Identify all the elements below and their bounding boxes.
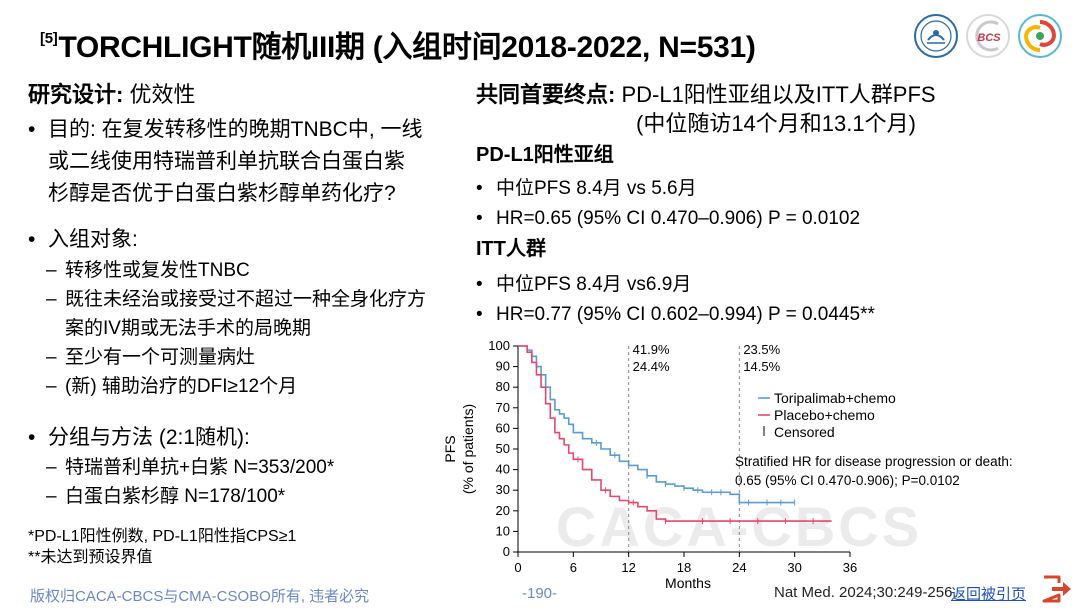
endpoint-followup: (中位随访14个月和13.1个月) [636, 111, 916, 136]
bcs-logo-text: BCS [977, 32, 1001, 44]
x-axis-label: Months [665, 575, 711, 591]
itt-list: 中位PFS 8.4月 vs6.9月 HR=0.77 (95% CI 0.602–… [476, 270, 875, 330]
enroll-item-continued: 案的IV期或无法手术的局晚期 [65, 318, 311, 339]
endpoint-value: PD-L1阳性亚组以及ITT人群PFS [615, 82, 936, 107]
enroll-heading: 入组对象: [28, 224, 138, 256]
landmark-label: 14.5% [743, 359, 780, 374]
design-heading: 研究设计: 优效性 [28, 77, 195, 109]
y-tick-label: 70 [496, 400, 510, 415]
endpoint-heading: 共同首要终点: PD-L1阳性亚组以及ITT人群PFS [476, 77, 936, 109]
y-tick-label: 0 [503, 544, 510, 559]
legend-label: Placebo+chemo [774, 407, 875, 423]
x-tick-label: 30 [787, 560, 801, 575]
group-list: 特瑞普利单抗+白紫 N=353/200* 白蛋白紫杉醇 N=178/100* [46, 453, 466, 511]
x-tick-label: 18 [677, 560, 691, 575]
itt-heading: ITT人群 [476, 238, 546, 260]
logo-group: BCS [914, 14, 1064, 58]
return-arrow-icon[interactable] [1040, 574, 1074, 604]
hr-annotation-line: Stratified HR for disease progression or… [735, 454, 1013, 469]
return-link[interactable]: 返回被引页 [951, 586, 1027, 603]
x-tick-label: 24 [732, 560, 746, 575]
placebo-chemo-curve [518, 345, 832, 522]
page-number: -190- [522, 585, 558, 602]
x-tick-label: 36 [843, 560, 857, 575]
page-title: [5]TORCHLIGHT随机III期 (入组时间2018-2022, N=53… [40, 22, 756, 66]
hr-annotation-line: 0.65 (95% CI 0.470-0.906); P=0.0102 [735, 473, 960, 488]
swirl-graphic [1023, 20, 1057, 52]
footnote-1: *PD-L1阳性例数, PD-L1阳性指CPS≥1 [28, 528, 297, 545]
y-tick-label: 90 [496, 359, 510, 374]
copyright-text: 版权归CACA-CBCS与CMA-CSOBO所有, 违者必究 [30, 588, 370, 605]
endpoint-label: 共同首要终点: [476, 82, 616, 107]
toripalimab-chemo-curve [518, 345, 795, 504]
km-chart: 0 10 20 30 40 50 60 70 80 90 100 0 6 12 18 24 30 36 Months… [442, 338, 1013, 591]
group-item: 特瑞普利单抗+白紫 N=353/200* [46, 453, 466, 482]
pdl1-item: HR=0.65 (95% CI 0.470–0.906) P = 0.0102 [476, 204, 860, 234]
source-citation: Nat Med. 2024;30:249-256. [774, 584, 957, 601]
y-tick-label: 40 [496, 462, 510, 477]
y-tick-label: 20 [496, 503, 510, 518]
footnotes: *PD-L1阳性例数, PD-L1阳性指CPS≥1 **未达到预设界值 [28, 526, 296, 568]
enroll-item: 既往未经治或接受过不超过一种全身化疗方 [46, 285, 466, 314]
reference-mark: [5] [40, 30, 58, 47]
landmark-label: 41.9% [633, 342, 670, 357]
pdl1-list: 中位PFS 8.4月 vs 5.6月 HR=0.65 (95% CI 0.470… [476, 174, 860, 234]
itt-item: HR=0.77 (95% CI 0.602–0.994) P = 0.0445*… [476, 300, 875, 330]
x-tick-label: 0 [514, 560, 521, 575]
pdl1-item: 中位PFS 8.4月 vs 5.6月 [476, 174, 860, 204]
page-title-text: TORCHLIGHT随机III期 (入组时间2018-2022, N=531) [58, 31, 756, 64]
enroll-item: (新) 辅助治疗的DFI≥12个月 [46, 372, 466, 401]
itt-item: 中位PFS 8.4月 vs6.9月 [476, 270, 875, 300]
bcs-logo: BCS [966, 14, 1010, 58]
landmark-label: 24.4% [633, 359, 670, 374]
y-tick-label: 30 [496, 482, 510, 497]
bcs-graphic: BCS [975, 20, 1001, 52]
return-arrow-graphic [1042, 575, 1071, 603]
chart-axes: 0 10 20 30 40 50 60 70 80 90 100 0 6 12 18 24 30 36 Months… [442, 338, 857, 591]
purpose-line-3: 杉醇是否优于白蛋白紫杉醇单药化疗? [48, 182, 396, 205]
design-value: 优效性 [123, 82, 196, 107]
y-tick-label: 50 [496, 441, 510, 456]
legend-label: Toripalimab+chemo [774, 390, 896, 406]
enroll-list: 转移性或复发性TNBC 既往未经治或接受过不超过一种全身化疗方 案的IV期或无法… [46, 256, 466, 401]
design-label: 研究设计: [28, 82, 124, 107]
group-heading: 分组与方法 (2:1随机): [28, 422, 250, 454]
group-item: 白蛋白紫杉醇 N=178/100* [46, 482, 466, 511]
purpose-line-2: 或二线使用特瑞普利单抗联合白蛋白紫 [48, 150, 405, 173]
chart-series [518, 345, 832, 525]
x-tick-label: 6 [570, 560, 577, 575]
pdl1-heading: PD-L1阳性亚组 [476, 144, 614, 166]
x-tick-label: 12 [621, 560, 635, 575]
chart-landmarks: 41.9% 24.4% 23.5% 14.5% [628, 342, 781, 552]
purpose-block: 目的: 在复发转移性的晚期TNBC中, 一线 或二线使用特瑞普利单抗联合白蛋白紫… [28, 114, 468, 210]
y-tick-label: 10 [496, 523, 510, 538]
enroll-item: 至少有一个可测量病灶 [46, 343, 466, 372]
swirl-logo [1018, 14, 1062, 58]
legend-censored-label: Censored [774, 424, 835, 440]
y-tick-label: 100 [488, 338, 510, 353]
chart-annotation: Stratified HR for disease progression or… [735, 454, 1013, 488]
y-tick-label: 60 [496, 420, 510, 435]
society-seal-logo [914, 14, 958, 58]
seal-graphic [920, 20, 952, 52]
watermark: CACA-CBCS [556, 495, 923, 558]
y-axis-label-line-2: (% of patients) [460, 404, 476, 494]
enroll-item: 转移性或复发性TNBC [46, 256, 466, 285]
y-axis-label-line-1: PFS [442, 435, 458, 462]
y-tick-label: 80 [496, 379, 510, 394]
footnote-2: **未达到预设界值 [28, 549, 153, 566]
landmark-label: 23.5% [743, 342, 780, 357]
purpose-line-1: 目的: 在复发转移性的晚期TNBC中, 一线 [28, 114, 468, 146]
